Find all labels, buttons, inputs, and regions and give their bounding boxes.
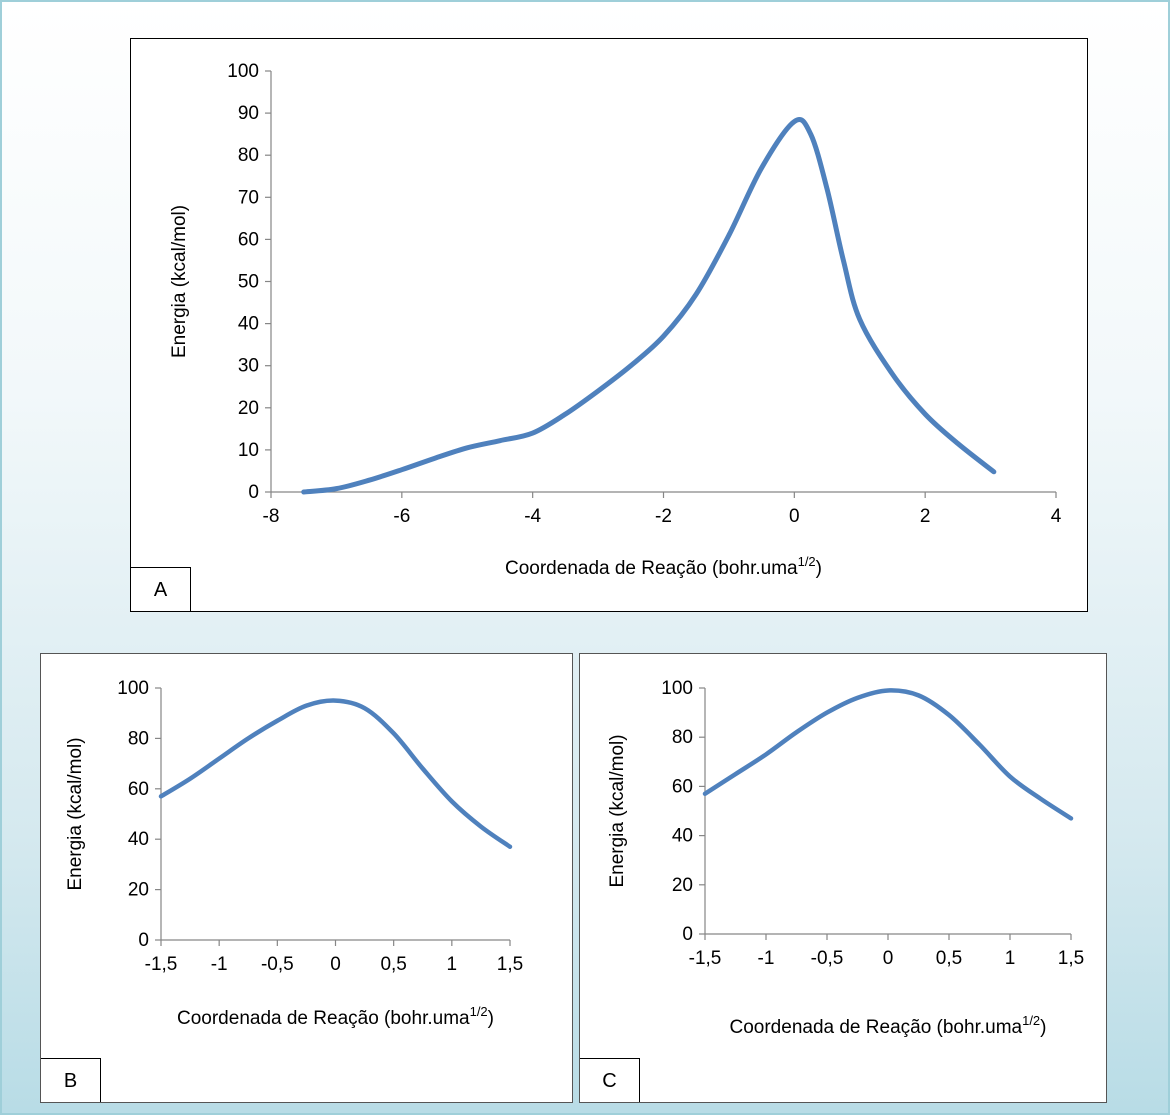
series-line	[702, 688, 1074, 821]
x-tick-label: -1,5	[145, 954, 178, 975]
x-tick-label: -1	[211, 954, 228, 975]
y-tick-label: 60	[672, 776, 693, 797]
x-tick-label: 1	[447, 954, 458, 975]
panel-tag-a: A	[131, 567, 191, 611]
x-axis-title: Coordenada de Reação (bohr.uma1/2)	[505, 554, 822, 579]
y-tick-label: 100	[661, 678, 693, 699]
series-line	[158, 698, 513, 850]
x-tick-label: -6	[393, 506, 410, 527]
x-tick-label: 0	[883, 948, 894, 969]
y-tick-label: 20	[128, 880, 149, 901]
x-tick-label: 1,5	[497, 954, 523, 975]
x-tick-label: 2	[920, 506, 931, 527]
y-tick-label: 20	[672, 875, 693, 896]
y-tick-label: 100	[227, 61, 259, 82]
y-tick-label: 30	[238, 356, 259, 377]
y-tick-label: 70	[238, 187, 259, 208]
x-tick-label: -1,5	[689, 948, 722, 969]
y-tick-label: 80	[238, 145, 259, 166]
y-tick-label: 90	[238, 103, 259, 124]
y-tick-label: 20	[238, 398, 259, 419]
x-tick-label: -4	[524, 506, 541, 527]
panel-tag-c: C	[580, 1058, 640, 1102]
x-tick-label: 4	[1051, 506, 1062, 527]
series-line	[301, 117, 997, 495]
y-tick-label: 40	[238, 314, 259, 335]
x-tick-label: -8	[263, 506, 280, 527]
y-tick-label: 0	[138, 930, 149, 951]
x-tick-label: 1	[1005, 948, 1016, 969]
y-axis-title: Energia (kcal/mol)	[65, 737, 86, 890]
chart-c: 0 20 40 60 80 100 -1,5 -1 -0,5 0 0,5 1 1,5 Energia (k…	[607, 678, 1084, 1038]
y-tick-label: 40	[128, 829, 149, 850]
y-axis-title: Energia (kcal/mol)	[169, 205, 190, 358]
panel-b: 0 20 40 60 80 100 -1,5 -1 -0,5 0 0,5 1 1,5 Energia (k…	[40, 653, 573, 1103]
y-tick-label: 50	[238, 272, 259, 293]
x-tick-label: 0,5	[936, 948, 962, 969]
x-tick-label: 0	[330, 954, 341, 975]
x-tick-label: 0,5	[380, 954, 406, 975]
chart-a: 0 10 20 30 40 50 60 70 80 90 100 -8 -6 -4 -2 0 2 4 Energia…	[169, 61, 1062, 579]
panel-tag-b: B	[41, 1058, 101, 1102]
y-tick-label: 0	[248, 482, 259, 503]
x-axis-title: Coordenada de Reação (bohr.uma1/2)	[730, 1013, 1047, 1038]
y-tick-label: 100	[117, 678, 149, 699]
panel-c: 0 20 40 60 80 100 -1,5 -1 -0,5 0 0,5 1 1,5 Energia (k…	[579, 653, 1107, 1103]
y-tick-label: 40	[672, 826, 693, 847]
x-tick-label: 1,5	[1058, 948, 1084, 969]
x-tick-label: -0,5	[261, 954, 294, 975]
y-tick-label: 0	[682, 924, 693, 945]
y-tick-label: 60	[238, 229, 259, 250]
x-axis-title: Coordenada de Reação (bohr.uma1/2)	[177, 1004, 494, 1029]
x-tick-label: 0	[789, 506, 800, 527]
y-tick-label: 60	[128, 779, 149, 800]
x-tick-label: -1	[758, 948, 775, 969]
x-tick-label: -0,5	[811, 948, 844, 969]
panel-a: 0 10 20 30 40 50 60 70 80 90 100 -8 -6 -4 -2 0 2 4 Energia…	[130, 38, 1088, 612]
y-axis-title: Energia (kcal/mol)	[607, 734, 628, 887]
y-tick-label: 80	[128, 728, 149, 749]
y-tick-label: 10	[238, 440, 259, 461]
y-tick-label: 80	[672, 727, 693, 748]
x-tick-label: -2	[655, 506, 672, 527]
chart-b: 0 20 40 60 80 100 -1,5 -1 -0,5 0 0,5 1 1,5 Energia (k…	[65, 678, 523, 1029]
